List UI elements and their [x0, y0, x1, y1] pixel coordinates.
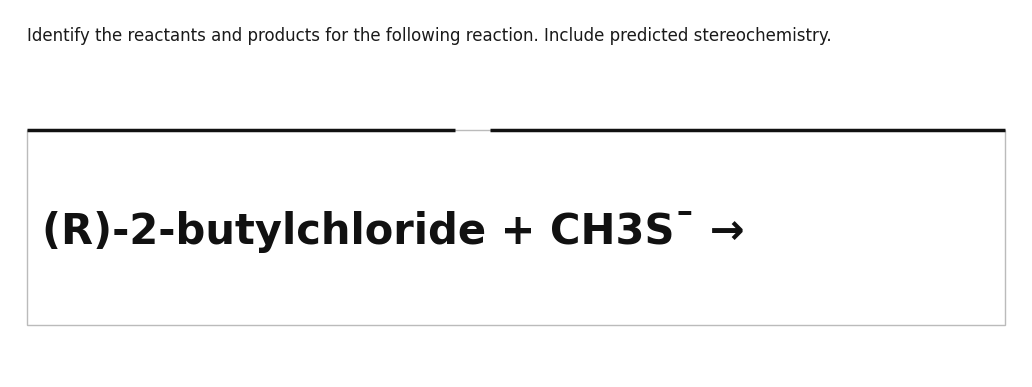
Bar — [27, 130, 1005, 325]
Text: Identify the reactants and products for the following reaction. Include predicte: Identify the reactants and products for … — [27, 27, 832, 45]
Text: (R)-2-butylchloride + CH3S¯ →: (R)-2-butylchloride + CH3S¯ → — [42, 211, 745, 253]
